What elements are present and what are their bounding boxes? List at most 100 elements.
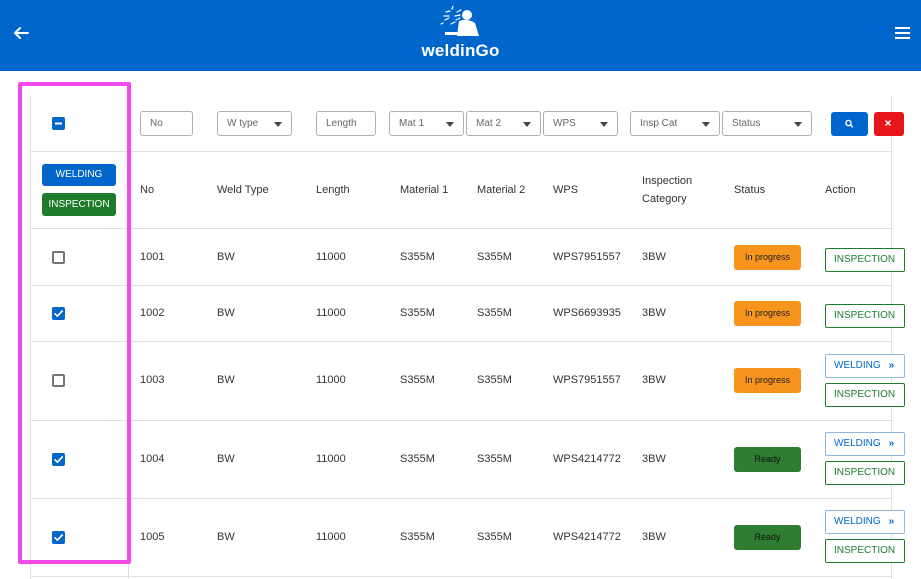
checkmark-icon xyxy=(54,456,64,464)
status-badge: Ready xyxy=(734,525,801,550)
row-divider xyxy=(30,151,892,152)
cell-material2: S355M xyxy=(477,307,512,319)
cell-inspection-category: 3BW xyxy=(642,453,666,465)
filter-inspection-category-select[interactable]: Insp Cat xyxy=(630,111,720,136)
search-icon xyxy=(845,119,854,128)
cell-weld-type: BW xyxy=(217,251,235,263)
checkmark-icon xyxy=(54,310,64,318)
row-checkbox[interactable] xyxy=(52,531,65,544)
weld-table xyxy=(30,96,892,579)
cell-material1: S355M xyxy=(400,531,435,543)
selection-column-highlight xyxy=(18,82,131,564)
bulk-inspection-button[interactable]: INSPECTION xyxy=(42,193,116,216)
column-header-length: Length xyxy=(316,184,350,196)
cell-no: 1003 xyxy=(140,374,165,386)
bulk-welding-button[interactable]: WELDING xyxy=(42,164,116,186)
inspection-action-button[interactable]: INSPECTION xyxy=(825,383,905,407)
cell-inspection-category: 3BW xyxy=(642,251,666,263)
row-divider xyxy=(30,498,892,499)
inspection-action-button[interactable]: INSPECTION xyxy=(825,461,905,485)
inspection-action-button[interactable]: INSPECTION xyxy=(825,248,905,272)
cell-material1: S355M xyxy=(400,307,435,319)
cell-wps: WPS4214772 xyxy=(553,453,621,465)
row-checkbox[interactable] xyxy=(52,307,65,320)
filter-no-input[interactable]: No xyxy=(140,111,193,136)
column-header-inspection-line1: Inspection xyxy=(642,175,693,187)
cell-wps: WPS4214772 xyxy=(553,531,621,543)
row-divider xyxy=(30,576,892,577)
cell-material2: S355M xyxy=(477,453,512,465)
cell-no: 1005 xyxy=(140,531,165,543)
filter-material2-select[interactable]: Mat 2 xyxy=(466,111,541,136)
cell-no: 1004 xyxy=(140,453,165,465)
filter-weld-type-select[interactable]: W type xyxy=(217,111,292,136)
row-divider xyxy=(30,285,892,286)
status-badge: In progress xyxy=(734,368,801,393)
cell-inspection-category: 3BW xyxy=(642,531,666,543)
status-badge: In progress xyxy=(734,301,801,326)
welding-action-label: WELDING xyxy=(834,360,881,371)
welding-action-label: WELDING xyxy=(834,438,881,449)
column-header-no: No xyxy=(140,184,155,196)
cell-inspection-category: 3BW xyxy=(642,307,666,319)
cell-material2: S355M xyxy=(477,374,512,386)
row-divider xyxy=(30,420,892,421)
column-header-inspection-line2: Category xyxy=(642,193,687,205)
row-checkbox[interactable] xyxy=(52,251,65,264)
cell-material2: S355M xyxy=(477,531,512,543)
row-checkbox[interactable] xyxy=(52,374,65,387)
cell-length: 11000 xyxy=(316,374,346,386)
row-checkbox[interactable] xyxy=(52,453,65,466)
cell-length: 11000 xyxy=(316,531,346,543)
filter-length-input[interactable]: Length xyxy=(316,111,376,136)
indeterminate-icon xyxy=(55,122,62,125)
cell-weld-type: BW xyxy=(217,307,235,319)
select-all-checkbox[interactable] xyxy=(52,117,65,130)
double-chevron-right-icon: » xyxy=(888,438,895,449)
cell-wps: WPS6693935 xyxy=(553,307,621,319)
cell-no: 1002 xyxy=(140,307,165,319)
cell-weld-type: BW xyxy=(217,374,235,386)
welding-action-button[interactable]: WELDING » xyxy=(825,354,905,378)
arrow-left-icon[interactable] xyxy=(10,22,32,44)
filter-status-select[interactable]: Status xyxy=(722,111,812,136)
cell-weld-type: BW xyxy=(217,531,235,543)
app-title: weldinGo xyxy=(421,41,500,60)
filter-material1-select[interactable]: Mat 1 xyxy=(389,111,464,136)
double-chevron-right-icon: » xyxy=(888,360,895,371)
row-divider xyxy=(30,341,892,342)
filter-wps-select[interactable]: WPS xyxy=(543,111,618,136)
cell-wps: WPS7951557 xyxy=(553,374,621,386)
column-header-material2: Material 2 xyxy=(477,184,526,196)
app-bar: weldinGo xyxy=(0,0,921,71)
status-badge: In progress xyxy=(734,245,801,270)
cell-material1: S355M xyxy=(400,251,435,263)
cell-length: 11000 xyxy=(316,251,346,263)
clear-filters-button[interactable] xyxy=(874,112,904,136)
cell-no: 1001 xyxy=(140,251,165,263)
inspection-action-button[interactable]: INSPECTION xyxy=(825,539,905,563)
inspection-action-button[interactable]: INSPECTION xyxy=(825,304,905,328)
welding-action-label: WELDING xyxy=(834,516,881,527)
checkmark-icon xyxy=(54,534,64,542)
row-divider xyxy=(30,228,892,229)
hamburger-menu-icon[interactable] xyxy=(894,24,912,42)
column-header-material1: Material 1 xyxy=(400,184,449,196)
cell-material1: S355M xyxy=(400,374,435,386)
cell-material1: S355M xyxy=(400,453,435,465)
welder-logo-icon xyxy=(440,6,479,36)
cell-inspection-category: 3BW xyxy=(642,374,666,386)
close-icon xyxy=(885,120,891,126)
cell-wps: WPS7951557 xyxy=(553,251,621,263)
column-header-action: Action xyxy=(825,184,856,196)
welding-action-button[interactable]: WELDING » xyxy=(825,432,905,456)
status-badge: Ready xyxy=(734,447,801,472)
cell-length: 11000 xyxy=(316,453,346,465)
cell-length: 11000 xyxy=(316,307,346,319)
search-button[interactable] xyxy=(831,112,868,136)
cell-weld-type: BW xyxy=(217,453,235,465)
cell-material2: S355M xyxy=(477,251,512,263)
column-header-weld-type: Weld Type xyxy=(217,184,269,196)
welding-action-button[interactable]: WELDING » xyxy=(825,510,905,534)
column-header-wps: WPS xyxy=(553,184,579,196)
